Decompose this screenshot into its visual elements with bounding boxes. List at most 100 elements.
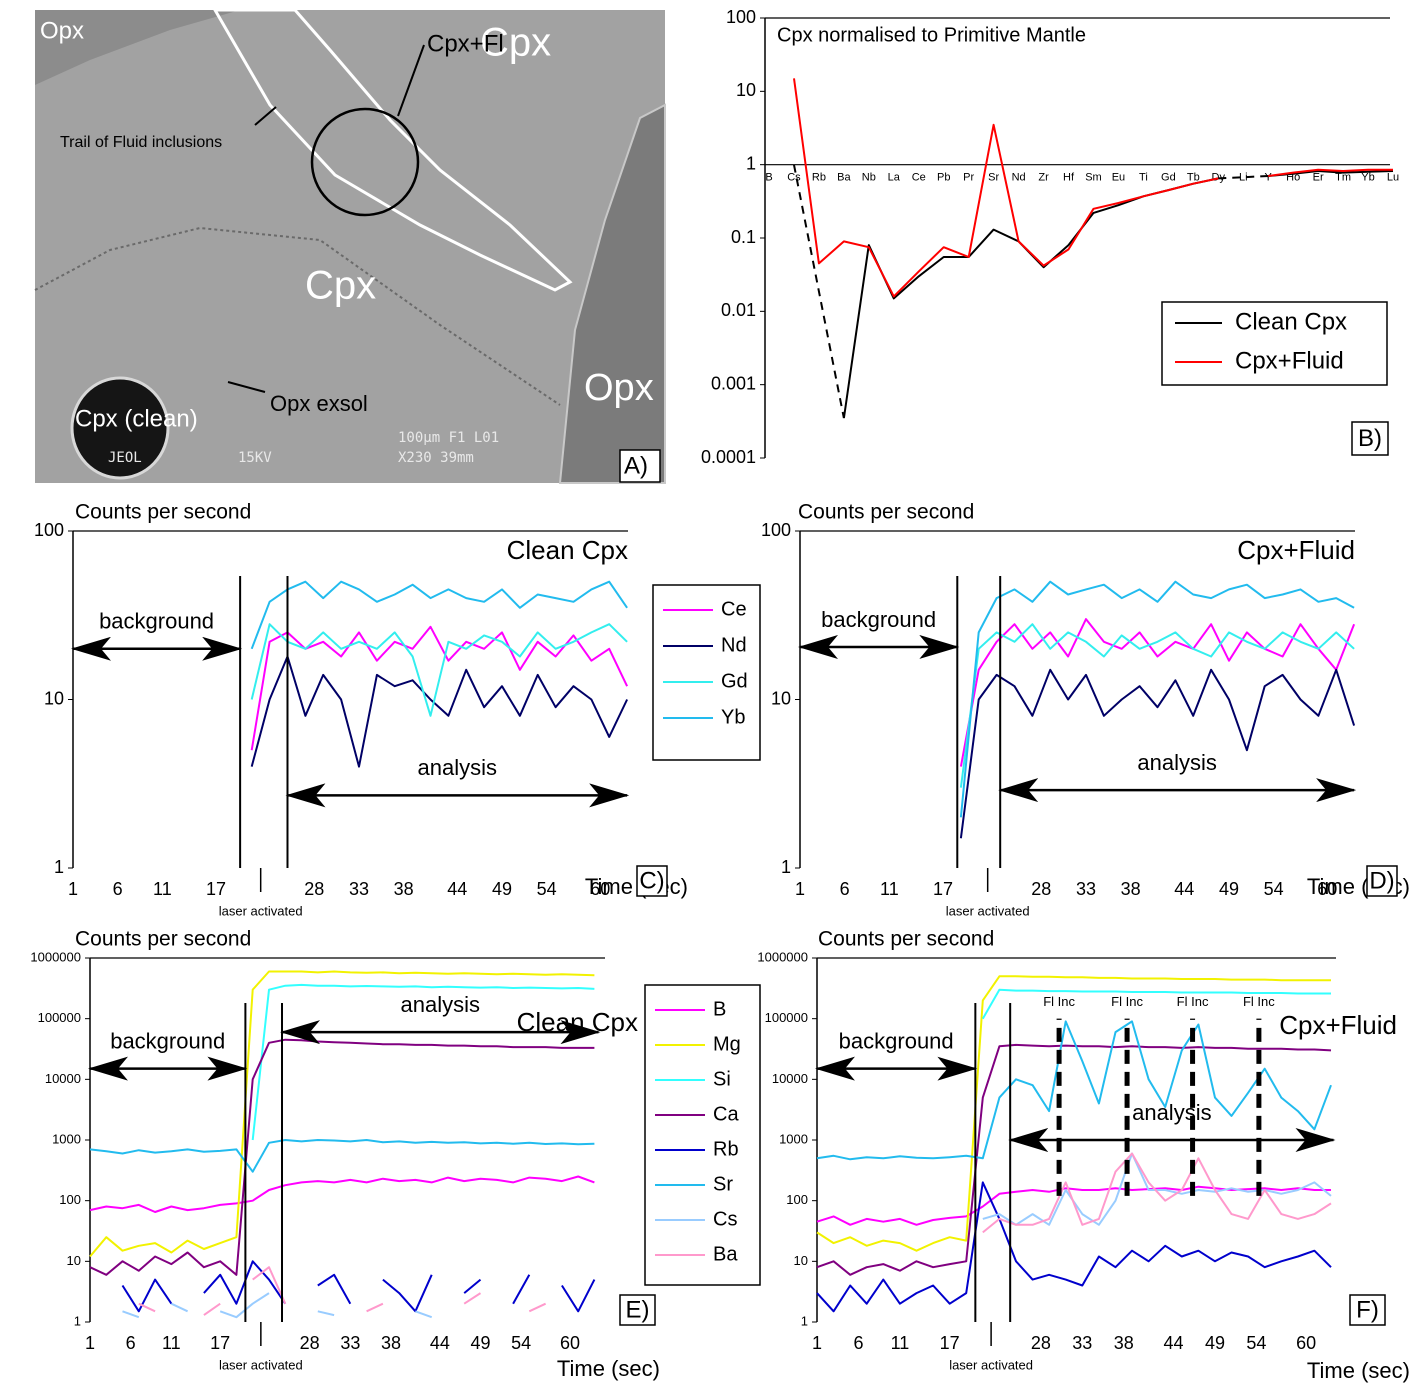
y-tick-label: 100000 [765, 1010, 808, 1025]
series-line [959, 580, 1355, 818]
category-label: Tb [1187, 172, 1200, 184]
chart-subtitle: Clean Cpx [507, 535, 628, 565]
panel-label-box [619, 1294, 656, 1326]
panel-label-box [619, 449, 661, 483]
category-label: Eu [1112, 172, 1125, 184]
panel-label: E) [626, 1296, 650, 1323]
inclusion-label: Fl Inc [1111, 994, 1143, 1009]
series-line [89, 1038, 595, 1276]
x-tick-label: laser activated [949, 1357, 1033, 1372]
x-tick-label: 6 [840, 879, 850, 899]
y-tick-label: 0.1 [731, 227, 756, 247]
x-tick-label: 33 [1076, 879, 1096, 899]
x-tick-label: 11 [880, 879, 899, 899]
x-axis-label: Time (sec) [557, 1356, 660, 1381]
y-tick-label: 0.0001 [701, 447, 756, 467]
y-tick-label: 10000 [45, 1071, 81, 1086]
x-tick-label: 33 [349, 879, 369, 899]
y-tick-label: 1000 [779, 1131, 808, 1146]
inclusion-label: Fl Inc [1043, 994, 1075, 1009]
x-tick-label: 6 [113, 879, 123, 899]
series-line [89, 970, 595, 1258]
legend-label: Sr [713, 1173, 733, 1195]
y-axis-label: Counts per second [798, 501, 974, 524]
laser-pit [70, 376, 170, 480]
annotation-text: analysis [1137, 750, 1216, 775]
y-tick-label: 0.001 [711, 373, 756, 393]
mineral-label: Opx [40, 17, 84, 44]
series-line [89, 1139, 595, 1173]
category-label: Nb [862, 172, 876, 184]
annotation: Trail of Fluid inclusions [60, 134, 222, 151]
series-line [959, 668, 1356, 839]
annotation-text: analysis [1132, 1100, 1211, 1125]
category-label: Yb [1361, 172, 1374, 184]
annotation: Cpx+Fl [427, 30, 504, 57]
category-label: Ba [837, 172, 851, 184]
legend-label: Cs [713, 1208, 737, 1230]
x-tick-label: 54 [1264, 879, 1284, 899]
x-tick-label: 11 [891, 1333, 910, 1353]
series-line [816, 1181, 1332, 1313]
panel-label-box [1351, 421, 1389, 456]
category-label: Cs [787, 172, 801, 184]
x-tick-label: laser activated [946, 903, 1030, 918]
legend-label: Yb [721, 706, 745, 728]
series-line [816, 975, 1331, 1252]
legend-label: B [713, 998, 726, 1020]
panel-label: D) [1369, 867, 1394, 894]
series-line [250, 655, 629, 768]
category-label: Li [1239, 172, 1248, 184]
category-label: Ti [1139, 172, 1148, 184]
series-line [959, 618, 1356, 767]
legend-label: Nd [721, 634, 747, 656]
panel-label: C) [639, 867, 664, 894]
series-line [250, 623, 628, 717]
y-tick-label: 10000 [772, 1071, 808, 1086]
mineral-label: Cpx (clean) [75, 405, 198, 432]
legend-box [1161, 301, 1388, 386]
opx-region [558, 103, 666, 484]
x-tick-label: 17 [210, 1333, 230, 1353]
x-tick-label: 44 [447, 879, 467, 899]
y-tick-label: 10 [44, 688, 64, 708]
x-tick-label: 38 [1121, 879, 1141, 899]
inclusion-label: Fl Inc [1177, 994, 1209, 1009]
y-tick-label: 100 [761, 520, 791, 540]
x-tick-label: 60 [560, 1333, 580, 1353]
y-tick-label: 1 [74, 1313, 81, 1328]
category-label: Er [1313, 172, 1324, 184]
y-axis-label: Counts per second [818, 928, 994, 951]
inclusion-label: Fl Inc [1243, 994, 1275, 1009]
series-line [793, 78, 1393, 298]
series-line [816, 1185, 1331, 1226]
x-tick-label: 1 [85, 1333, 95, 1353]
scale-text: JEOL [108, 450, 142, 466]
legend-label: Ba [713, 1243, 738, 1265]
chart-subtitle: Cpx+Fluid [1237, 535, 1355, 565]
y-tick-label: 1 [746, 153, 756, 173]
x-tick-label: 17 [933, 879, 953, 899]
panel-label-box [1366, 865, 1398, 897]
x-tick-label: 1 [795, 879, 805, 899]
y-tick-label: 1000 [52, 1131, 81, 1146]
legend-label: Rb [713, 1138, 739, 1160]
x-tick-label: 1 [812, 1333, 822, 1353]
x-tick-label: laser activated [219, 1357, 303, 1372]
x-tick-label: 28 [300, 1333, 320, 1353]
series-line [982, 1152, 1332, 1226]
category-label: Lu [1387, 172, 1399, 184]
y-tick-label: 100 [59, 1192, 81, 1207]
panel-label: F) [1356, 1296, 1379, 1323]
x-tick-label: 44 [430, 1333, 450, 1353]
category-label: La [888, 172, 901, 184]
legend-label: Mg [713, 1033, 741, 1055]
y-tick-label: 1 [781, 857, 791, 877]
category-label: Pb [937, 172, 950, 184]
annotation-text: background [99, 609, 214, 634]
sem-image: Opx Cpx Cpx+Fl Trail of Fluid inclusions… [34, 8, 666, 484]
panel-label: A) [624, 452, 648, 479]
annotation-text: analysis [401, 992, 480, 1017]
x-tick-label: 54 [511, 1333, 531, 1353]
